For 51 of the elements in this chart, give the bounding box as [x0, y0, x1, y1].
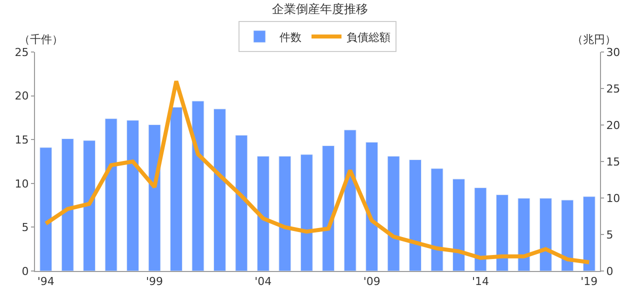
y2-tick-label: 15	[606, 155, 620, 168]
legend-label: 負債総額	[346, 30, 390, 44]
y-tick-label: 25	[14, 46, 29, 59]
bar	[278, 156, 292, 271]
bar	[213, 108, 226, 271]
bar	[539, 198, 552, 271]
bar	[40, 147, 52, 271]
y-tick-label: 5	[22, 221, 29, 234]
y-tick-label: 15	[14, 133, 29, 146]
bar	[148, 124, 161, 271]
y2-tick-label: 0	[606, 264, 614, 278]
bar	[452, 178, 465, 271]
y-tick-label: 10	[14, 177, 29, 190]
bar	[322, 145, 335, 271]
y-tick-label: 20	[14, 90, 29, 103]
bar	[61, 138, 74, 271]
y2-tick-label: 10	[606, 192, 620, 205]
line-series	[44, 79, 592, 264]
y-tick-label: 0	[22, 264, 29, 278]
x-tick-label: '14	[472, 275, 489, 288]
x-tick-label: '99	[146, 275, 164, 288]
bar	[300, 154, 313, 271]
bar	[104, 118, 118, 271]
legend-label: 件数	[280, 30, 302, 44]
y2-axis-title: （兆円）	[572, 33, 616, 46]
chart-title: 企業倒産年度推移	[272, 2, 368, 16]
x-tick-label: '19	[580, 275, 598, 288]
x-tick-label: '04	[254, 275, 272, 288]
y2-tick-label: 30	[606, 46, 620, 59]
bar	[561, 200, 574, 271]
x-tick-label: '09	[363, 275, 380, 288]
bar	[474, 188, 487, 271]
bar	[344, 130, 356, 271]
bar	[366, 142, 378, 271]
bar	[430, 168, 444, 271]
bar	[496, 194, 508, 271]
y2-tick-label: 25	[606, 82, 620, 96]
bar	[409, 160, 422, 271]
y2-tick-label: 20	[606, 118, 620, 132]
bar	[170, 106, 182, 271]
y-axis-title: （千件）	[19, 33, 63, 46]
bar	[192, 100, 204, 271]
bar	[582, 196, 596, 271]
y2-tick-label: 5	[606, 228, 614, 242]
bar	[256, 156, 270, 271]
bar	[126, 120, 140, 271]
bar	[387, 156, 400, 271]
bar	[518, 198, 530, 271]
x-tick-label: '94	[37, 275, 54, 288]
bar	[235, 134, 248, 271]
bar	[83, 140, 96, 271]
